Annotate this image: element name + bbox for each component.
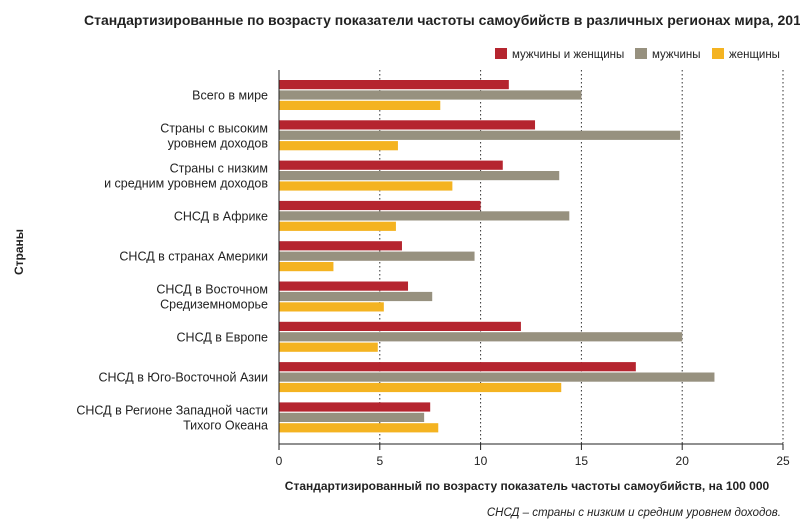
bar bbox=[279, 251, 475, 261]
bar bbox=[279, 120, 536, 130]
x-tick-label: 20 bbox=[676, 454, 690, 468]
category-label: СНСД в Регионе Западной части bbox=[76, 403, 268, 417]
category-label: Всего в мире bbox=[192, 89, 268, 103]
bar bbox=[279, 262, 334, 272]
footnote: СНСД – страны с низким и средним уровнем… bbox=[487, 507, 781, 519]
x-tick-label: 15 bbox=[575, 454, 589, 468]
legend-label: женщины bbox=[729, 49, 780, 61]
y-axis-label: Страны bbox=[12, 229, 26, 275]
bar bbox=[279, 412, 425, 422]
bar bbox=[279, 382, 562, 393]
category-label: уровнем доходов bbox=[168, 136, 269, 150]
legend-label: мужчины bbox=[652, 49, 701, 61]
bar bbox=[279, 130, 681, 140]
category-label: СНСД в странах Америки bbox=[119, 250, 268, 264]
bar bbox=[279, 372, 715, 382]
bar bbox=[279, 160, 503, 170]
bar bbox=[279, 80, 509, 90]
x-tick-label: 10 bbox=[474, 454, 488, 468]
bar bbox=[279, 211, 570, 221]
category-label: Средиземноморье bbox=[160, 298, 268, 312]
bar bbox=[279, 181, 453, 191]
bar bbox=[279, 100, 441, 110]
bar bbox=[279, 321, 521, 331]
category-label: Страны с низким bbox=[170, 162, 268, 176]
x-tick-label: 0 bbox=[276, 454, 283, 468]
legend-label: мужчины и женщины bbox=[512, 49, 624, 61]
legend: мужчины и женщины мужчины женщины bbox=[495, 48, 780, 61]
bar bbox=[279, 402, 431, 412]
bar bbox=[279, 332, 683, 342]
bars bbox=[279, 80, 715, 433]
category-label: СНСД в Африке bbox=[174, 209, 268, 223]
category-label: СНСД в Юго-Восточной Азии bbox=[98, 371, 268, 385]
bar bbox=[279, 200, 481, 211]
bar bbox=[279, 291, 433, 302]
bar bbox=[279, 362, 636, 372]
category-label: Страны с высоким bbox=[160, 121, 268, 135]
x-tick-label: 25 bbox=[776, 454, 790, 468]
x-tick-label: 5 bbox=[376, 454, 383, 468]
category-label: и средним уровнем доходов bbox=[104, 177, 268, 191]
bar bbox=[279, 302, 384, 312]
x-axis-label: Стандартизированный по возрасту показате… bbox=[285, 479, 770, 493]
category-label: Тихого Океана bbox=[183, 418, 268, 432]
bar bbox=[279, 281, 409, 291]
bar bbox=[279, 423, 439, 433]
bar bbox=[279, 90, 582, 100]
x-axis: 0 5 10 15 20 25 bbox=[276, 70, 790, 468]
category-label: СНСД в Восточном bbox=[156, 283, 268, 297]
legend-swatch bbox=[712, 48, 724, 59]
chart-title: Стандартизированные по возрасту показате… bbox=[84, 12, 800, 28]
bar bbox=[279, 241, 402, 251]
legend-swatch bbox=[635, 48, 647, 59]
category-label: СНСД в Европе bbox=[177, 330, 269, 344]
bar bbox=[279, 342, 378, 352]
legend-swatch bbox=[495, 48, 507, 59]
bar bbox=[279, 141, 398, 151]
bar bbox=[279, 171, 560, 181]
bar bbox=[279, 221, 396, 231]
